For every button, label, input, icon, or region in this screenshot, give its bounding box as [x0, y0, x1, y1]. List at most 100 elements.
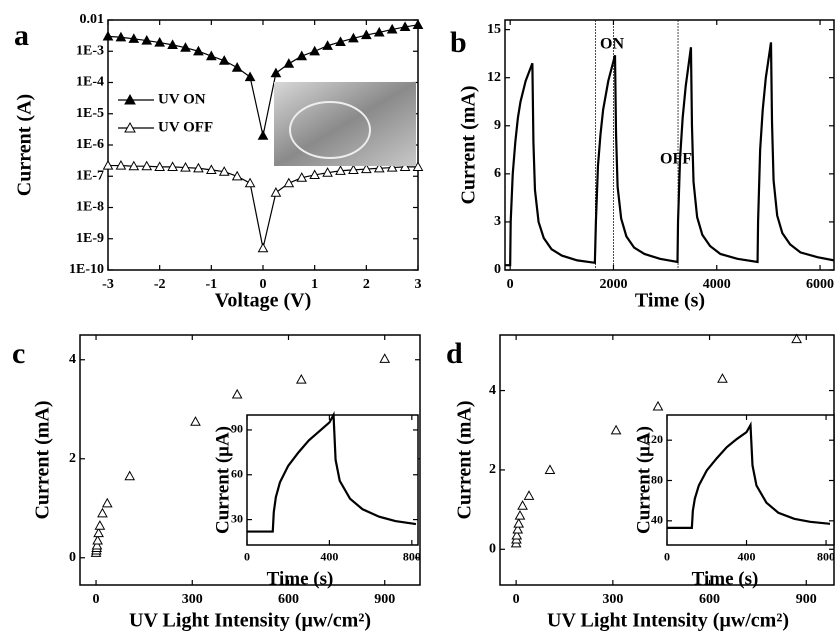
y-axis-label: Current (μA)	[633, 426, 654, 534]
panel: 0 2000 4000 6000 0 3 6 9 12 15 b Time (s) Current (m…	[450, 19, 835, 312]
y-axis-label: Current (A)	[14, 94, 36, 196]
panel-label: c	[12, 337, 25, 370]
data-line	[505, 42, 835, 267]
data-point	[180, 162, 191, 172]
data-point	[205, 50, 217, 61]
annotation: OFF	[660, 151, 692, 168]
data-point	[167, 161, 178, 171]
data-point	[511, 529, 523, 540]
x-tick-label: 3	[415, 277, 422, 292]
data-point	[101, 497, 113, 508]
y-tick-label: 1E-3	[76, 43, 104, 58]
x-tick-label: 800	[403, 550, 421, 564]
data-point	[205, 164, 217, 174]
x-tick-label: 600	[699, 592, 720, 607]
y-tick-label: 4	[489, 383, 496, 398]
y-tick-label: 2	[489, 462, 496, 477]
y-tick-label: 4	[69, 352, 76, 367]
data-point	[348, 32, 359, 43]
data-point	[309, 169, 321, 180]
x-tick-label: 600	[278, 592, 299, 607]
plot-frame	[504, 19, 835, 271]
panel: 0 400 800 30 60 90 Time (s) Current (μA)	[212, 411, 421, 589]
data-point	[360, 29, 372, 40]
data-point	[257, 242, 269, 253]
y-tick-label: 1E-4	[76, 75, 104, 90]
data-point	[399, 161, 411, 171]
data-point	[544, 464, 556, 475]
data-point	[190, 416, 201, 426]
y-tick-label: 0	[494, 262, 501, 277]
y-tick-label: 60	[231, 467, 243, 481]
data-point	[257, 130, 269, 140]
data-point	[610, 424, 622, 435]
photo-inset	[274, 82, 416, 166]
data-point	[412, 161, 424, 171]
x-tick-label: 0	[664, 550, 670, 564]
data-point	[244, 71, 256, 82]
y-axis-label: Current (mA)	[454, 400, 476, 519]
data-point	[283, 177, 295, 188]
data-point	[231, 62, 243, 72]
data-point	[296, 172, 308, 182]
x-tick-label: 0	[93, 592, 100, 607]
x-tick-label: 300	[182, 592, 203, 607]
y-tick-label: 1E-5	[76, 106, 104, 121]
y-tick-label: 1E-6	[76, 137, 104, 152]
data-point	[791, 333, 802, 344]
y-tick-label: 3	[494, 214, 501, 229]
x-axis-label: Time (s)	[267, 568, 334, 589]
data-point	[102, 30, 114, 41]
photo-detail	[289, 101, 371, 159]
x-axis-label: UV Light Intensity (μw/cm²)	[547, 610, 789, 632]
y-tick-label: 12	[487, 70, 501, 85]
x-tick-label: 0	[244, 550, 250, 564]
x-tick-label: 2	[363, 277, 370, 292]
data-point	[218, 55, 230, 65]
data-point	[115, 160, 127, 170]
data-point	[295, 374, 307, 384]
y-tick-label: 1E-10	[69, 262, 104, 277]
x-tick-label: -2	[154, 277, 166, 292]
data-point	[386, 162, 398, 172]
x-tick-label: -3	[102, 277, 114, 292]
y-axis-label: Current (mA)	[458, 85, 480, 204]
data-point	[517, 500, 528, 510]
y-tick-label: 40	[651, 513, 663, 527]
x-axis-label: UV Light Intensity (μw/cm²)	[129, 610, 371, 632]
y-tick-label: 2	[69, 451, 76, 466]
data-line	[667, 421, 831, 529]
x-tick-label: 6000	[806, 277, 834, 292]
legend-marker	[124, 93, 136, 105]
data-point	[373, 162, 385, 173]
data-point	[283, 58, 295, 68]
data-point	[193, 45, 204, 56]
data-point	[335, 165, 346, 175]
data-point	[231, 388, 243, 399]
data-point	[717, 373, 728, 383]
data-point	[386, 23, 398, 34]
data-point	[322, 40, 333, 50]
data-point	[102, 160, 114, 170]
x-tick-label: 400	[320, 550, 338, 564]
y-tick-label: 30	[231, 511, 243, 525]
y-tick-label: 120	[645, 432, 663, 446]
data-point	[348, 164, 359, 174]
legend-marker	[124, 121, 136, 133]
data-point	[180, 42, 191, 52]
y-tick-label: 0.01	[80, 12, 105, 27]
data-point	[244, 177, 256, 188]
data-point	[322, 167, 333, 177]
x-tick-label: 900	[374, 592, 395, 607]
data-point	[513, 517, 525, 528]
data-point	[124, 470, 136, 481]
x-tick-label: 4000	[703, 277, 731, 292]
data-point	[92, 534, 103, 545]
data-point	[360, 163, 372, 174]
data-point	[270, 67, 282, 78]
data-point	[141, 160, 153, 171]
data-point	[154, 37, 166, 47]
photo	[274, 82, 416, 166]
data-point	[523, 490, 535, 500]
